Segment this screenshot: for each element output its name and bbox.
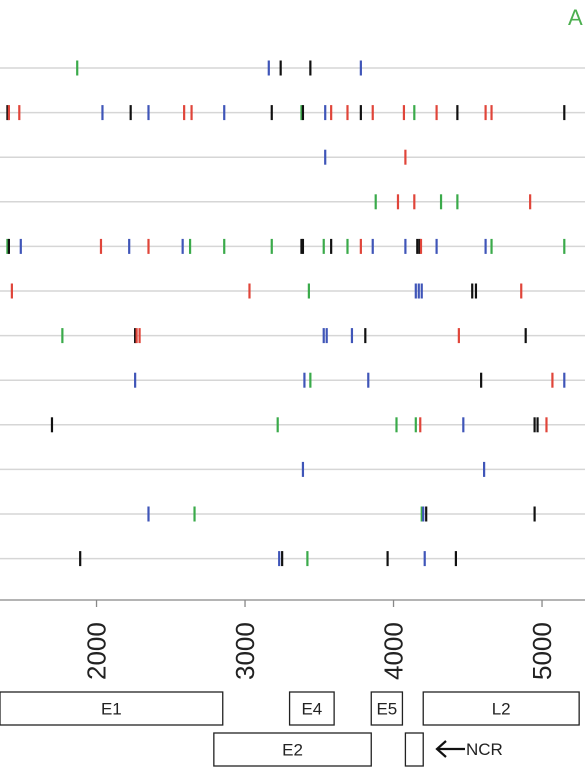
gene-box: [404, 732, 424, 767]
gene-box: [213, 732, 372, 767]
track-group: [0, 60, 585, 567]
genome-map: E1 E4 E5 L2 E2: [0, 691, 580, 767]
ncr-arrow-head: [435, 740, 447, 758]
x-tick-label: 5000: [527, 622, 557, 680]
x-tick-label: 3000: [230, 622, 260, 680]
gene-box: [370, 691, 404, 726]
track-row: [0, 417, 585, 433]
track-row: [0, 506, 585, 522]
track-row: [0, 551, 585, 567]
track-row: [0, 60, 585, 76]
track-row: [0, 461, 585, 477]
panel-label: A: [568, 5, 583, 30]
gene-label: E5: [376, 700, 397, 719]
ncr-label: NCR: [466, 740, 503, 759]
gene-l2: L2: [422, 691, 580, 726]
gene-e2: E2: [213, 732, 372, 767]
track-row: [0, 283, 585, 299]
gene-label: E2: [282, 741, 303, 760]
gene-e4: E4: [288, 691, 335, 726]
track-row: [0, 238, 585, 254]
gene-label: L2: [492, 700, 511, 719]
x-tick-label: 2000: [82, 622, 112, 680]
gene-box: [0, 691, 224, 726]
gene-box: [288, 691, 335, 726]
track-row: [0, 372, 585, 388]
track-row: [0, 149, 585, 165]
gene-label: E1: [101, 700, 122, 719]
gene-ncr: [404, 732, 424, 767]
track-row: [0, 194, 585, 210]
x-axis: 2000 3000 4000 5000: [0, 599, 585, 680]
gene-box: [422, 691, 580, 726]
track-row: [0, 328, 585, 344]
gene-label: E4: [301, 700, 322, 719]
gene-e5: E5: [370, 691, 404, 726]
gene-e1: E1: [0, 691, 224, 726]
x-tick-label: 4000: [379, 622, 409, 680]
ncr-annotation: NCR: [435, 740, 503, 759]
track-row: [0, 105, 585, 121]
